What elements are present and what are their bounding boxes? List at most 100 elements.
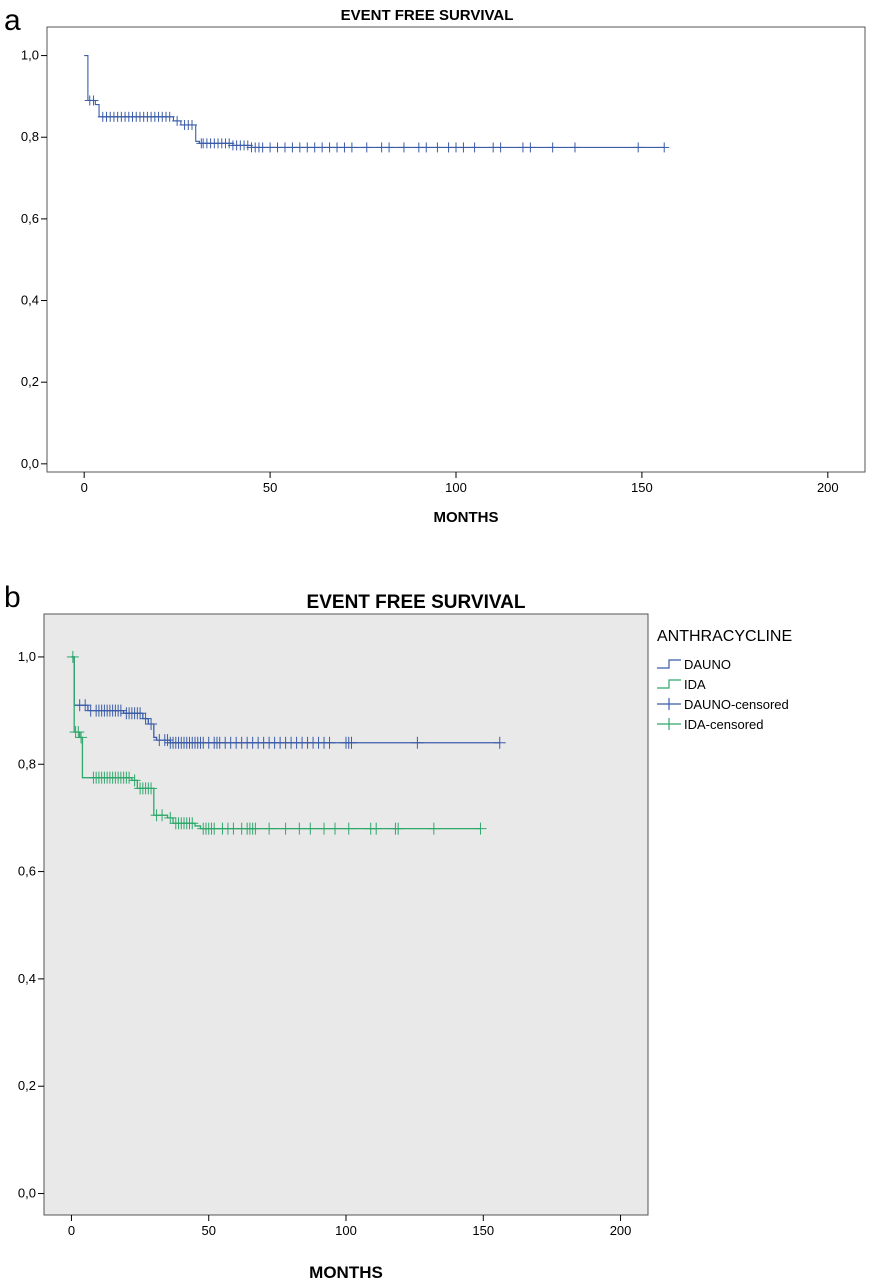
x-tick-label: 200 [610,1223,632,1238]
ida-censor-mark [293,822,306,835]
ida-censor-mark [66,650,79,663]
y-tick-label: 0,2 [18,1078,36,1093]
y-tick-label: 0,0 [21,456,39,471]
ida-censor-mark [156,809,169,822]
legend-item-dauno-censored: DAUNO-censored [657,697,789,712]
ida-censor-mark [370,822,383,835]
ida-censor-mark [342,822,355,835]
panel-a-letter: a [4,4,21,37]
dauno-censor-mark [114,704,127,717]
survival-censor-mark [421,142,432,153]
y-tick-label: 0,4 [18,971,36,986]
legend-title: ANTHRACYCLINE [657,628,792,645]
panel-b-plot-area [43,613,649,1216]
dauno-censor-mark [139,712,152,725]
legend-item-ida: IDA [657,677,706,692]
ida-censor-mark [145,782,158,795]
y-tick-label: 0,0 [18,1186,36,1201]
survival-censor-mark [659,142,670,153]
panel-b: b EVENT FREE SURVIVAL 0,0 0,2 0,4 0,6 0,8 1,0… [4,581,792,1282]
x-tick-label: 100 [335,1223,357,1238]
x-tick-label: 150 [472,1223,494,1238]
ida-censor-mark [474,822,487,835]
ida-censor-mark [186,817,199,830]
x-tick-label: 150 [631,480,653,495]
y-tick-label: 0,4 [21,293,39,308]
legend-label: DAUNO-censored [684,697,789,712]
ida-censor-mark [304,822,317,835]
dauno-censor-mark [345,736,358,749]
x-tick-label: 100 [445,480,467,495]
dauno-censor-mark [79,699,92,712]
ida-censor-mark [392,822,405,835]
y-tick-label: 0,2 [21,374,39,389]
dauno-censor-mark [161,734,174,747]
survival-censor-mark [88,95,99,106]
ida-censor-mark [329,822,342,835]
ida-censor-mark [318,822,331,835]
ida-censor-mark [279,822,292,835]
survival-censor-mark [187,119,198,130]
dauno-censor-mark [493,736,506,749]
ida-censor-mark [427,822,440,835]
legend-label: IDA [684,677,706,692]
panel-b-title: EVENT FREE SURVIVAL [307,592,526,613]
survival-censor-mark [172,115,183,126]
x-tick-label: 0 [81,480,88,495]
survival-censor-mark [398,142,409,153]
panel-a-plot-area [46,26,866,473]
ida-censor-mark [72,726,85,739]
legend-label: IDA-censored [684,717,763,732]
dauno-censor-mark [411,736,424,749]
survival-censor-mark [525,142,536,153]
ida-censor-mark [128,774,141,787]
y-tick-label: 0,8 [21,129,39,144]
survival-censor-mark [495,142,506,153]
survival-censor-mark [469,142,480,153]
ida-censor-mark [263,822,276,835]
panel-a: a EVENT FREE SURVIVAL 0,0 0,2 0,4 0,6 0,8 1,0… [4,4,866,526]
survival-censor-mark [361,142,372,153]
panel-a-y-axis: 0,0 0,2 0,4 0,6 0,8 1,0 [21,48,47,471]
y-tick-label: 1,0 [18,649,36,664]
dauno-censor-mark [323,736,336,749]
panel-b-series [66,650,506,835]
ida-censor-mark [75,731,88,744]
x-tick-label: 50 [263,480,277,495]
panel-a-title: EVENT FREE SURVIVAL [341,7,514,24]
survival-censor-mark [346,142,357,153]
survival-censor-mark [547,142,558,153]
panel-b-legend: ANTHRACYCLINE DAUNO IDA DAUNO-censored IDA-… [657,628,792,732]
panel-a-x-label: MONTHS [434,509,499,526]
dauno-censor-mark [134,707,147,720]
legend-swatch-line [657,659,681,669]
panel-b-letter: b [4,581,21,614]
survival-censor-mark [432,142,443,153]
legend-item-ida-censored: IDA-censored [657,717,763,732]
panel-b-x-axis: 0 50 100 150 200 [68,1215,632,1238]
survival-censor-mark [164,111,175,122]
x-tick-label: 200 [817,480,839,495]
legend-label: DAUNO [684,657,731,672]
panel-b-y-axis: 0,0 0,2 0,4 0,6 0,8 1,0 [18,649,44,1201]
survival-censor-mark [633,142,644,153]
panel-a-x-axis: 0 50 100 150 200 [81,472,839,495]
y-tick-label: 0,6 [18,864,36,879]
ida-censor-mark [123,771,136,784]
dauno-censor-mark [145,718,158,731]
panel-a-series [84,55,670,153]
x-tick-label: 50 [201,1223,215,1238]
survival-censor-mark [384,142,395,153]
ida-censor-mark [164,811,177,824]
survival-censor-mark [569,142,580,153]
panel-b-x-label: MONTHS [309,1263,383,1282]
y-tick-label: 1,0 [21,48,39,63]
legend-swatch-line [657,679,681,689]
y-tick-label: 0,6 [21,211,39,226]
x-tick-label: 0 [68,1223,75,1238]
legend-item-dauno: DAUNO [657,657,731,672]
survival-censor-mark [458,142,469,153]
ida-censor-mark [249,822,262,835]
y-tick-label: 0,8 [18,756,36,771]
